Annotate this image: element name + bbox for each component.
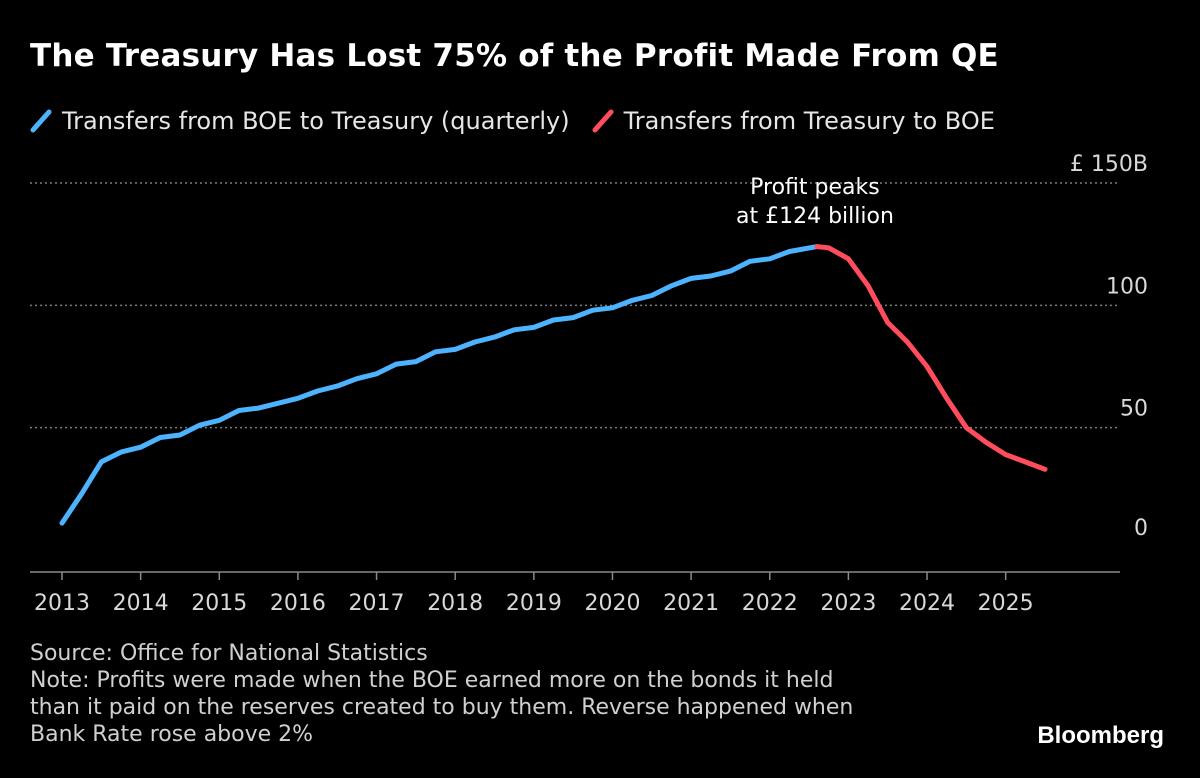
note-line-3: Bank Rate rose above 2% [30, 722, 314, 747]
legend-swatch-blue [30, 109, 52, 133]
x-tick-label-2016: 2016 [270, 591, 326, 616]
legend-item-boe-to-treasury: Transfers from BOE to Treasury (quarterl… [30, 107, 570, 135]
y-tick-label-100: 100 [1106, 274, 1148, 299]
y-tick-label-0: 0 [1134, 516, 1148, 541]
legend-swatch-red [592, 109, 614, 133]
x-tick-label-2020: 2020 [584, 591, 640, 616]
legend-label-boe-to-treasury: Transfers from BOE to Treasury (quarterl… [62, 107, 570, 135]
x-tick-label-2013: 2013 [34, 591, 90, 616]
annotation-line-1: Profit peaks [750, 175, 880, 200]
series-line-boe-to-treasury [59, 244, 820, 526]
annotation-line-2: at £124 billion [736, 204, 894, 229]
x-tick-label-2022: 2022 [742, 591, 798, 616]
series-line-treasury-to-boe [814, 244, 1048, 472]
legend: Transfers from BOE to Treasury (quarterl… [30, 104, 1017, 138]
y-tick-label-50: 50 [1120, 397, 1148, 422]
footer: Source: Office for National Statistics N… [30, 640, 990, 748]
line-chart: 0 50 100 £ 150B 2013 2014 2015 2016 2017 2018 2019… [30, 152, 1148, 616]
x-tick-label-2025: 2025 [978, 591, 1034, 616]
note-line-1: Note: Profits were made when the BOE ear… [30, 668, 834, 693]
legend-label-treasury-to-boe: Transfers from Treasury to BOE [623, 107, 995, 135]
note-line-2: than it paid on the reserves created to … [30, 695, 854, 720]
x-tick-label-2023: 2023 [820, 591, 876, 616]
y-tick-label-150: £ 150B [1070, 152, 1148, 177]
x-tick-label-2015: 2015 [191, 591, 247, 616]
source-text: Source: Office for National Statistics [30, 641, 428, 666]
chart-title: The Treasury Has Lost 75% of the Profit … [30, 38, 999, 74]
x-tick-label-2018: 2018 [427, 591, 483, 616]
bloomberg-logo: Bloomberg [1037, 722, 1164, 749]
x-tick-label-2021: 2021 [663, 591, 719, 616]
x-tick-label-2024: 2024 [899, 591, 955, 616]
x-tick-label-2014: 2014 [113, 591, 169, 616]
x-tick-label-2017: 2017 [349, 591, 405, 616]
legend-item-treasury-to-boe: Transfers from Treasury to BOE [592, 107, 995, 135]
x-tick-label-2019: 2019 [506, 591, 562, 616]
